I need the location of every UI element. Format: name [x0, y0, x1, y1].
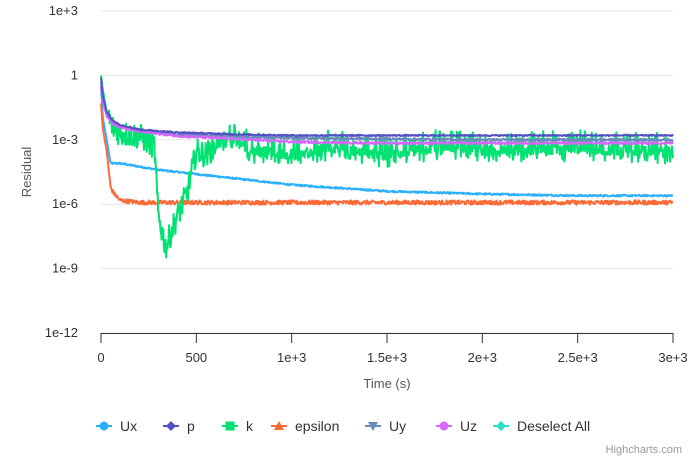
x-tick-label: 2e+3	[468, 350, 497, 365]
legend-label-uy: Uy	[389, 418, 406, 434]
x-tick-label: 1e+3	[277, 350, 306, 365]
circle-marker-icon	[439, 421, 449, 431]
y-tick-label: 1e+3	[49, 3, 78, 18]
y-axis: 1e+3 1 1e-3 1e-6 1e-9 1e-12	[45, 3, 78, 340]
series-line-uz[interactable]	[100, 86, 674, 146]
x-axis: 0 500 1e+3 1.5e+3 2e+3 2.5e+3 3e+3	[97, 333, 688, 365]
legend-item-p[interactable]: p	[163, 418, 195, 434]
y-tick-label: 1	[71, 67, 78, 82]
legend-item-uy[interactable]: Uy	[365, 418, 406, 434]
triangle-marker-icon	[274, 421, 284, 430]
legend-item-epsilon[interactable]: epsilon	[271, 418, 339, 434]
x-tick-label: 0	[97, 350, 104, 365]
series-group	[100, 75, 674, 259]
series-line-p[interactable]	[100, 77, 674, 138]
y-tick-label: 1e-3	[52, 132, 78, 147]
x-tick-label: 1.5e+3	[367, 350, 407, 365]
series-line-epsilon[interactable]	[100, 103, 674, 206]
y-tick-label: 1e-12	[45, 325, 78, 340]
circle-marker-icon	[99, 421, 109, 431]
diamond-marker-icon	[166, 421, 176, 431]
legend: Ux p k epsilon Uy Uz Deselect All	[96, 418, 590, 434]
series-line-uy[interactable]	[100, 81, 674, 142]
x-tick-label: 3e+3	[658, 350, 687, 365]
legend-item-deselect-all[interactable]: Deselect All	[493, 418, 590, 434]
x-tick-label: 2.5e+3	[558, 350, 598, 365]
credits[interactable]: Highcharts.com	[606, 444, 682, 456]
series-line-ux[interactable]	[100, 86, 674, 198]
legend-item-ux[interactable]: Ux	[96, 418, 137, 434]
square-marker-icon	[225, 421, 235, 431]
legend-label-p: p	[187, 418, 195, 434]
legend-label-epsilon: epsilon	[295, 418, 339, 434]
legend-label-deselect-all: Deselect All	[517, 418, 590, 434]
y-axis-title: Residual	[19, 147, 34, 198]
x-tick-label: 500	[185, 350, 207, 365]
x-axis-title: Time (s)	[363, 376, 410, 391]
legend-label-k: k	[246, 418, 254, 434]
y-tick-label: 1e-9	[52, 261, 78, 276]
triangle-down-marker-icon	[368, 422, 378, 431]
legend-item-uz[interactable]: Uz	[436, 418, 477, 434]
legend-label-uz: Uz	[460, 418, 477, 434]
diamond-marker-icon	[496, 421, 506, 431]
legend-label-ux: Ux	[120, 418, 137, 434]
y-tick-label: 1e-6	[52, 196, 78, 211]
legend-item-k[interactable]: k	[222, 418, 254, 434]
